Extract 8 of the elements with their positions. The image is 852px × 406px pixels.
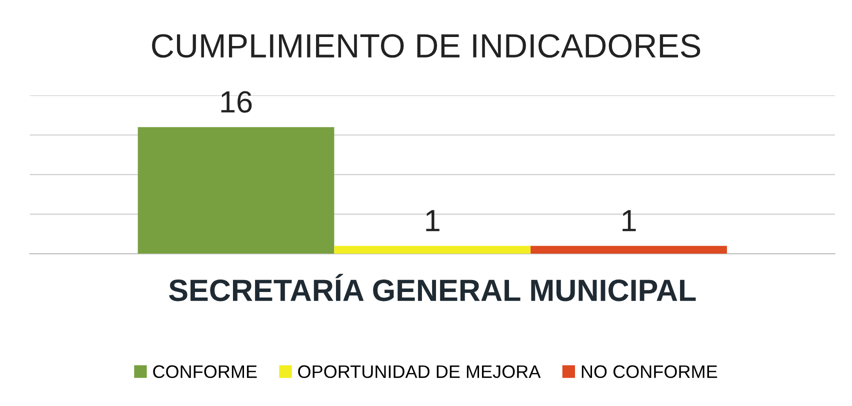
data-label: 1 — [622, 210, 636, 232]
x-tick-label: NO CONFORME — [582, 365, 718, 378]
chart-title: CUMPLIMIENTO DE INDICADORES — [152, 34, 700, 58]
x-tick-label: OPORTUNIDAD DE MEJORA — [298, 365, 541, 378]
x-axis-title: SECRETARÍA GENERAL MUNICIPAL — [168, 274, 696, 302]
x-tick-label: CONFORME — [153, 365, 257, 378]
data-label: 1 — [426, 210, 440, 232]
data-label: 16 — [221, 91, 252, 113]
